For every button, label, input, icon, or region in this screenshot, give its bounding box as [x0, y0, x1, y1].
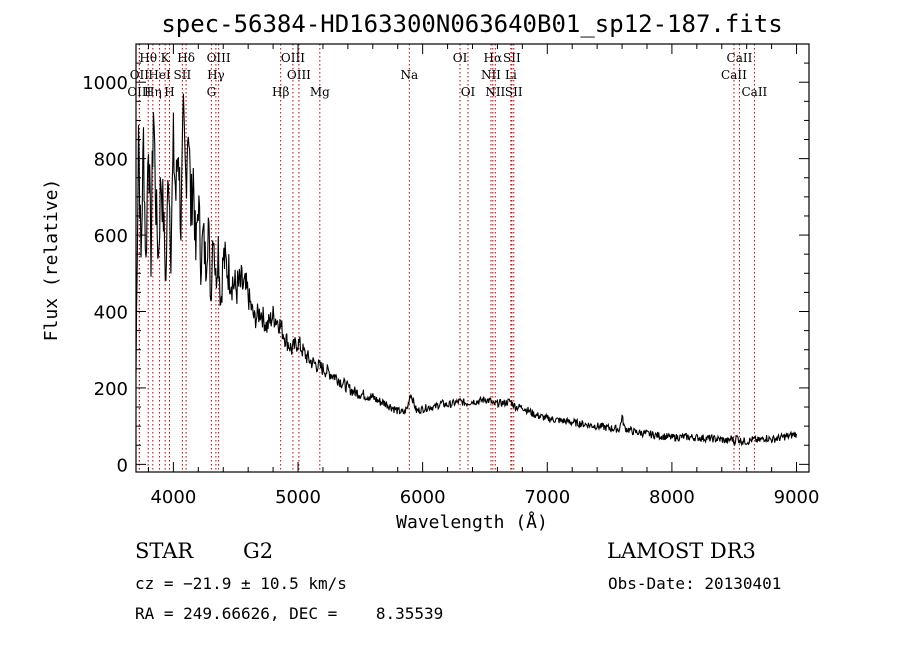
spectral-line-label: OII: [130, 68, 150, 82]
obs-date: Obs-Date: 20130401: [608, 574, 781, 593]
spectral-line-label: Hδ: [177, 51, 195, 65]
spectral-line-label: Hθ: [139, 51, 157, 65]
plot-frame: [135, 43, 810, 473]
x-tick-label: 9000: [774, 487, 820, 508]
spectral-line-label: H: [164, 85, 174, 99]
spectral-line-label: NII: [481, 68, 501, 82]
y-tick-label: 0: [117, 455, 128, 476]
x-tick-label: 8000: [649, 487, 695, 508]
spectral-line-label: SII: [503, 51, 521, 65]
x-tick-label: 5000: [275, 487, 321, 508]
y-tick-label: 800: [94, 150, 128, 171]
y-axis-label: Flux (relative): [41, 179, 62, 342]
spectral-line-label: HeI: [148, 68, 171, 82]
spectral-line-label: Hγ: [207, 68, 225, 82]
spectral-line-label: SII: [505, 85, 523, 99]
spectral-line-label: Hη: [144, 85, 162, 99]
y-tick-label: 600: [94, 226, 128, 247]
spectrum-line: [135, 93, 798, 447]
x-tick-label: 4000: [150, 487, 196, 508]
spectral-line-label: OI: [453, 51, 468, 65]
spectral-line-label: CaII: [721, 68, 747, 82]
y-tick-label: 200: [94, 379, 128, 400]
x-tick-label: 7000: [524, 487, 570, 508]
spectral-line-label: SII: [174, 68, 192, 82]
spectral-line-label: NII: [485, 85, 505, 99]
spectral-line-label: Hα: [484, 51, 503, 65]
spectral-line-label: Na: [400, 68, 418, 82]
y-tick-label: 1000: [82, 73, 128, 94]
spectral-line-label: CaII: [727, 51, 753, 65]
chart-title: spec-56384-HD163300N063640B01_sp12-187.f…: [161, 10, 782, 38]
spectral-line-label: OIII: [207, 51, 231, 65]
spectral-line-label: OIII: [281, 51, 305, 65]
spectral-line-label: G: [207, 85, 217, 99]
spectral-line-label: Hβ: [272, 85, 289, 99]
ra-dec: RA = 249.66626, DEC = 8.35539: [135, 604, 443, 623]
spectral-line-label: OIII: [287, 68, 311, 82]
spectral-line-label: CaII: [741, 85, 767, 99]
object-type: STAR: [135, 539, 194, 563]
x-axis-label: Wavelength (Å): [396, 511, 548, 533]
survey-name: LAMOST DR3: [607, 539, 756, 563]
object-subclass: G2: [243, 539, 273, 563]
spectral-line-label: Li: [505, 68, 517, 82]
spectral-line-label: OI: [461, 85, 476, 99]
x-tick-label: 6000: [400, 487, 446, 508]
spectral-line-label: Mg: [310, 85, 330, 99]
spectral-line-label: K: [161, 51, 171, 65]
spectral-line-label: OIII: [127, 85, 151, 99]
redshift-cz: cz = −21.9 ± 10.5 km/s: [135, 574, 347, 593]
axis-ticks: 4000 5000 6000 7000 8000 9000 0 200 400 600 800 100…: [82, 44, 819, 508]
y-tick-label: 400: [94, 303, 128, 324]
